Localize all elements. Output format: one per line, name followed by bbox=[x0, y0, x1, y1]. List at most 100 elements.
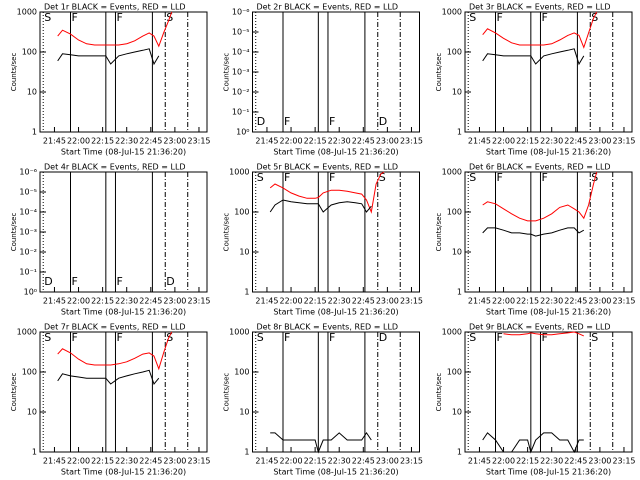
event-label ev: D bbox=[379, 331, 387, 344]
series-line bbox=[57, 369, 160, 386]
event-label ev: F bbox=[72, 275, 78, 288]
x-tick-label: 22:15 bbox=[91, 137, 114, 146]
y-tick-label: 1 bbox=[32, 128, 37, 137]
y-axis-label: Counts/sec bbox=[435, 53, 443, 92]
x-tick-label: 23:15 bbox=[187, 297, 210, 306]
x-tick-label: 22:45 bbox=[139, 137, 162, 146]
chart-title: Det 6r BLACK = Events, RED = LLD bbox=[469, 163, 611, 172]
x-tick-label: 22:45 bbox=[352, 297, 375, 306]
x-tick-label: 22:00 bbox=[280, 297, 303, 306]
y-axis-label: Counts/sec bbox=[435, 373, 443, 412]
x-axis-label: Start Time (08-Jul-15 21:36:20) bbox=[61, 468, 186, 477]
y-tick-label: 1000 bbox=[17, 8, 37, 17]
x-tick-label: 22:00 bbox=[492, 137, 515, 146]
y-axis-label: Counts/sec bbox=[223, 373, 231, 412]
x-tick-label: 23:15 bbox=[187, 137, 210, 146]
event-label ev: F bbox=[284, 171, 290, 184]
y-tick-label: 10⁻³ bbox=[232, 68, 250, 77]
x-tick-label: 22:45 bbox=[139, 457, 162, 466]
event-label ev: S bbox=[469, 11, 476, 24]
chart-title: Det 5r BLACK = Events, RED = LLD bbox=[257, 163, 399, 172]
x-axis-label: Start Time (08-Jul-15 21:36:20) bbox=[273, 308, 398, 317]
chart-title: Det 4r BLACK = Events, RED = LLD bbox=[44, 163, 186, 172]
series-line bbox=[57, 48, 160, 66]
chart-title: Det 7r BLACK = Events, RED = LLD bbox=[44, 323, 186, 332]
y-tick-label: 1000 bbox=[442, 8, 462, 17]
y-tick-label: 1000 bbox=[442, 328, 462, 337]
series-line bbox=[482, 432, 584, 454]
series-line bbox=[269, 199, 372, 213]
y-tick-label: 10⁰ bbox=[236, 128, 249, 137]
plot-frame bbox=[39, 331, 208, 453]
y-tick-label: 100 bbox=[234, 368, 249, 377]
x-tick-label: 21:45 bbox=[255, 297, 278, 306]
plot-frame bbox=[252, 171, 420, 293]
x-tick-label: 22:00 bbox=[280, 137, 303, 146]
event-label ev: F bbox=[497, 171, 503, 184]
y-tick-label: 10⁻⁶ bbox=[232, 8, 250, 17]
x-tick-label: 23:00 bbox=[588, 297, 611, 306]
y-tick-label: 1000 bbox=[442, 168, 462, 177]
x-axis-label: Start Time (08-Jul-15 21:36:20) bbox=[486, 308, 611, 317]
y-tick-label: 10 bbox=[452, 248, 462, 257]
series-line bbox=[269, 171, 385, 214]
x-tick-label: 22:15 bbox=[516, 457, 539, 466]
x-tick-label: 22:30 bbox=[540, 297, 563, 306]
series-line bbox=[57, 11, 173, 48]
plot-frame bbox=[39, 11, 208, 133]
series-line bbox=[57, 331, 173, 371]
y-tick-label: 1 bbox=[32, 448, 37, 457]
event-label ev: F bbox=[116, 275, 122, 288]
x-tick-label: 22:30 bbox=[540, 137, 563, 146]
y-tick-label: 100 bbox=[22, 48, 37, 57]
event-label ev: F bbox=[497, 331, 503, 344]
x-tick-label: 22:15 bbox=[91, 457, 114, 466]
y-tick-label: 100 bbox=[447, 48, 462, 57]
x-tick-label: 22:15 bbox=[304, 297, 327, 306]
x-axis-label: Start Time (08-Jul-15 21:36:20) bbox=[61, 308, 186, 317]
event-label ev: S bbox=[469, 331, 476, 344]
event-label ev: S bbox=[166, 331, 173, 344]
series-line bbox=[270, 432, 372, 454]
y-tick-label: 100 bbox=[447, 368, 462, 377]
x-tick-label: 21:45 bbox=[43, 297, 66, 306]
x-tick-label: 23:00 bbox=[376, 297, 399, 306]
chart-title: Det 9r BLACK = Events, RED = LLD bbox=[469, 323, 611, 332]
event-label ev: S bbox=[379, 171, 386, 184]
y-axis-label: Counts/sec bbox=[10, 53, 18, 92]
series-line bbox=[482, 227, 585, 237]
x-tick-label: 22:15 bbox=[91, 297, 114, 306]
x-tick-label: 22:45 bbox=[352, 137, 375, 146]
event-label ev: F bbox=[541, 331, 547, 344]
y-tick-label: 10⁻³ bbox=[19, 228, 37, 237]
y-tick-label: 1 bbox=[244, 448, 249, 457]
event-label ev: F bbox=[72, 11, 78, 24]
x-tick-label: 23:00 bbox=[588, 137, 611, 146]
event-label ev: D bbox=[44, 275, 52, 288]
x-tick-label: 22:00 bbox=[67, 137, 90, 146]
x-tick-label: 23:00 bbox=[163, 297, 186, 306]
plot-frame bbox=[252, 11, 420, 133]
y-tick-label: 1 bbox=[457, 448, 462, 457]
x-tick-label: 23:15 bbox=[400, 137, 423, 146]
event-label ev: D bbox=[166, 275, 174, 288]
y-tick-label: 10⁰ bbox=[24, 288, 37, 297]
x-tick-label: 23:00 bbox=[163, 137, 186, 146]
x-axis-label: Start Time (08-Jul-15 21:36:20) bbox=[486, 148, 611, 157]
event-label ev: F bbox=[284, 331, 290, 344]
x-tick-label: 22:45 bbox=[564, 457, 587, 466]
y-tick-label: 10⁻⁵ bbox=[232, 28, 250, 37]
x-tick-label: 22:15 bbox=[516, 297, 539, 306]
x-tick-label: 23:00 bbox=[588, 457, 611, 466]
x-tick-label: 22:45 bbox=[564, 137, 587, 146]
plot-frame bbox=[252, 331, 420, 453]
chart-title: Det 3r BLACK = Events, RED = LLD bbox=[469, 3, 611, 12]
event-label ev: F bbox=[116, 11, 122, 24]
chart-title: Det 8r BLACK = Events, RED = LLD bbox=[257, 323, 399, 332]
x-tick-label: 23:15 bbox=[400, 457, 423, 466]
event-label ev: F bbox=[72, 331, 78, 344]
x-tick-label: 23:15 bbox=[612, 297, 635, 306]
event-label ev: F bbox=[284, 115, 290, 128]
x-tick-label: 21:45 bbox=[255, 457, 278, 466]
event-label ev: D bbox=[257, 115, 265, 128]
